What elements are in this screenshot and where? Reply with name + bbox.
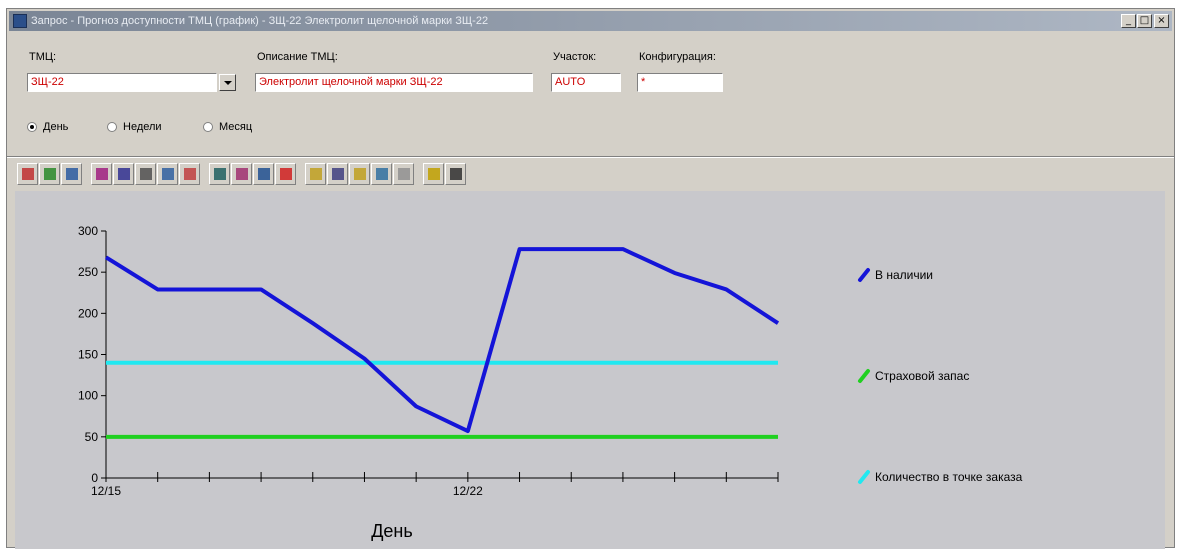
paint-button[interactable] <box>253 163 274 185</box>
maximize-button[interactable]: □ <box>1137 14 1152 28</box>
description-label: Описание ТМЦ: <box>257 51 338 63</box>
section-field[interactable]: AUTO <box>551 73 621 92</box>
bar-chart-button[interactable] <box>17 163 38 185</box>
lightbulb-icon <box>428 168 440 180</box>
chart-area: 0 50 100 150 200 250 300 12/15 12/22 День В наличи… <box>15 191 1165 549</box>
columns-icon <box>96 168 108 180</box>
legend-label: Страховой запас <box>875 369 969 383</box>
columns-button[interactable] <box>91 163 112 185</box>
layout-button[interactable] <box>157 163 178 185</box>
period-day-label: День <box>43 121 69 133</box>
frame-icon <box>214 168 226 180</box>
table-chart-button[interactable] <box>61 163 82 185</box>
pie-chart-button[interactable] <box>39 163 60 185</box>
app-icon[interactable] <box>13 14 27 28</box>
y-tick-label: 0 <box>91 471 98 485</box>
table-chart-icon <box>66 168 78 180</box>
section-label: Участок: <box>553 51 597 63</box>
radio-icon[interactable] <box>107 122 117 132</box>
tmc-combo[interactable]: ЗЩ-22 <box>27 73 217 92</box>
x-tick-label: 12/15 <box>91 484 121 498</box>
legend-label: Количество в точке заказа <box>875 470 1023 484</box>
minimize-button[interactable]: _ <box>1121 14 1136 28</box>
y-tick-label: 50 <box>85 430 99 444</box>
period-week-label: Недели <box>123 121 162 133</box>
radio-icon[interactable] <box>27 122 37 132</box>
description-field[interactable]: Электролит щелочной марки ЗЩ-22 <box>255 73 533 92</box>
labels-button[interactable] <box>113 163 134 185</box>
forecast-chart: 0 50 100 150 200 250 300 12/15 12/22 День В наличи… <box>78 224 1023 541</box>
paint-icon <box>258 168 270 180</box>
period-week-radio[interactable]: Недели <box>107 121 162 133</box>
y-tick-label: 100 <box>78 389 98 403</box>
chart-edit-icon <box>376 168 388 180</box>
marker-button[interactable] <box>275 163 296 185</box>
list-button[interactable] <box>327 163 348 185</box>
lightbulb-button[interactable] <box>423 163 444 185</box>
y-tick-label: 200 <box>78 306 98 320</box>
tmc-dropdown-button[interactable] <box>219 74 236 91</box>
magnifier-button[interactable] <box>445 163 466 185</box>
frame-button[interactable] <box>209 163 230 185</box>
tag-icon <box>354 168 366 180</box>
labels-icon <box>118 168 130 180</box>
period-day-radio[interactable]: День <box>27 121 68 133</box>
grid-button[interactable] <box>135 163 156 185</box>
rotate-button[interactable] <box>179 163 200 185</box>
radio-icon[interactable] <box>203 122 213 132</box>
folder-icon <box>310 168 322 180</box>
period-month-radio[interactable]: Месяц <box>203 121 252 133</box>
separator <box>7 156 1174 158</box>
tmc-label: ТМЦ: <box>29 51 57 63</box>
legend-label: В наличии <box>875 268 933 282</box>
legend-swatch <box>858 268 870 282</box>
legend-swatch <box>858 369 870 383</box>
pencil-button[interactable] <box>393 163 414 185</box>
grid-icon <box>140 168 152 180</box>
y-tick-label: 150 <box>78 348 98 362</box>
y-tick-label: 250 <box>78 265 98 279</box>
brush-button[interactable] <box>231 163 252 185</box>
chart-edit-button[interactable] <box>371 163 392 185</box>
folder-button[interactable] <box>305 163 326 185</box>
chart-window: Запрос - Прогноз доступности ТМЦ (график… <box>6 8 1175 549</box>
tag-button[interactable] <box>349 163 370 185</box>
x-axis-label: День <box>371 521 413 541</box>
rotate-icon <box>184 168 196 180</box>
period-month-label: Месяц <box>219 121 253 133</box>
layout-icon <box>162 168 174 180</box>
window-title: Запрос - Прогноз доступности ТМЦ (график… <box>31 15 489 27</box>
configuration-label: Конфигурация: <box>639 51 716 63</box>
legend-swatch <box>858 470 870 484</box>
pencil-icon <box>398 168 410 180</box>
y-tick-label: 300 <box>78 224 98 238</box>
brush-icon <box>236 168 248 180</box>
x-tick-label: 12/22 <box>453 484 483 498</box>
configuration-field[interactable]: * <box>637 73 723 92</box>
bar-chart-icon <box>22 168 34 180</box>
series-line <box>104 247 780 434</box>
pie-chart-icon <box>44 168 56 180</box>
marker-icon <box>280 168 292 180</box>
list-icon <box>332 168 344 180</box>
magnifier-icon <box>450 168 462 180</box>
close-button[interactable]: × <box>1154 14 1169 28</box>
title-bar[interactable]: Запрос - Прогноз доступности ТМЦ (график… <box>9 11 1172 31</box>
